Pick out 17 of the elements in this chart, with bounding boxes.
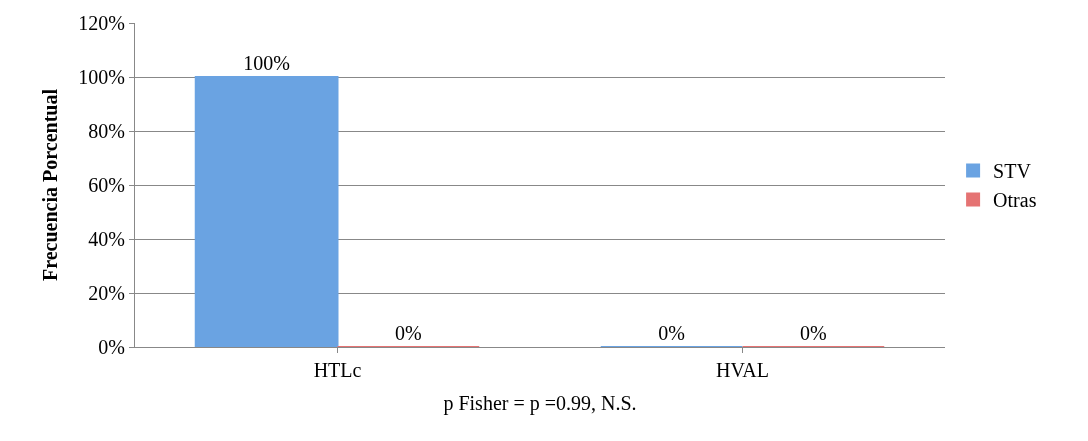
legend-label: Otras xyxy=(993,189,1037,212)
x-tick-label: HTLc xyxy=(313,359,362,381)
y-tick-label: 20% xyxy=(88,282,125,304)
data-label: 0% xyxy=(395,322,422,344)
x-axis-title: p Fisher = p =0.99, N.S. xyxy=(443,391,637,415)
y-axis-title: Frecuencia Porcentual xyxy=(38,88,61,281)
data-label: 0% xyxy=(800,322,827,344)
data-label: 100% xyxy=(243,52,290,74)
data-label: 0% xyxy=(658,322,685,344)
x-tick-label: HVAL xyxy=(716,359,769,381)
y-tick-label: 60% xyxy=(88,174,125,196)
y-tick-label: 80% xyxy=(88,120,125,142)
y-tick-label: 0% xyxy=(98,336,125,358)
y-tick-label: 100% xyxy=(78,66,125,88)
legend-label: STV xyxy=(993,160,1032,183)
y-tick-label: 120% xyxy=(78,12,125,34)
y-tick-label: 40% xyxy=(88,228,125,250)
